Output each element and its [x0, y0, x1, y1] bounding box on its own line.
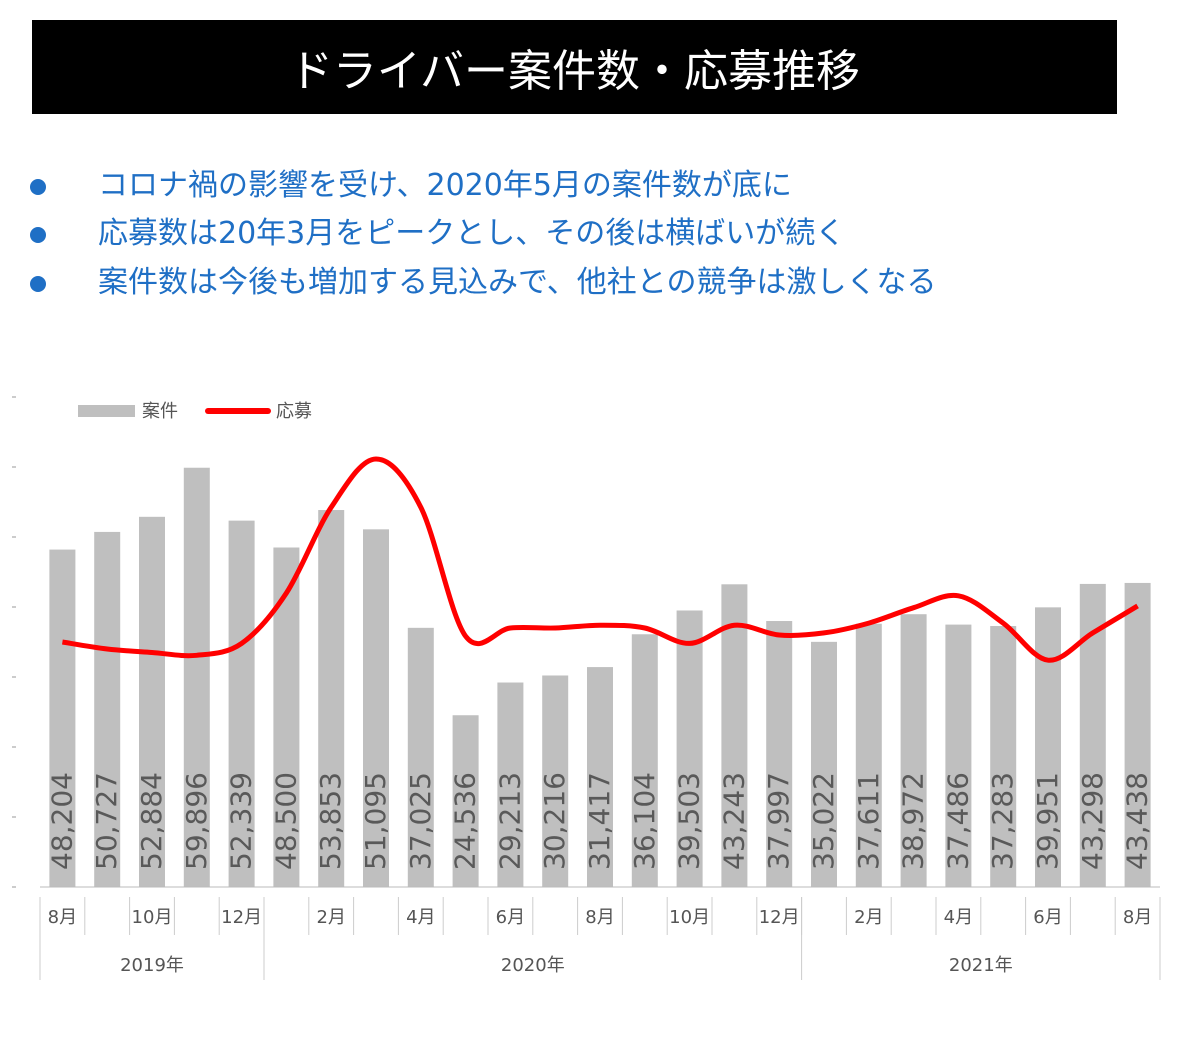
x-tick-label: 4月 — [406, 907, 435, 928]
x-tick-label: 10月 — [669, 907, 710, 928]
bar — [587, 667, 613, 887]
x-tick-label: 6月 — [496, 907, 525, 928]
value-label: 39,951 — [1031, 772, 1064, 870]
value-label: 31,417 — [583, 772, 616, 870]
bullet: 応募数は20年3月をピークとし、その後は横ばいが続く — [30, 208, 845, 252]
legend-swatch — [78, 405, 135, 417]
x-tick-label: 8月 — [48, 907, 77, 928]
value-label: 43,298 — [1076, 772, 1109, 870]
bar — [497, 682, 524, 887]
bar — [631, 634, 658, 887]
bullet: コロナ禍の影響を受け、2020年5月の案件数が底に — [30, 160, 792, 204]
bar — [945, 624, 972, 887]
x-tick-label: 8月 — [1123, 907, 1152, 928]
value-label: 29,213 — [493, 772, 526, 870]
legend-label: 応募 — [276, 401, 312, 422]
x-tick-label: 8月 — [585, 907, 614, 928]
bar — [990, 626, 1017, 887]
bar — [49, 549, 76, 887]
value-label: 43,438 — [1121, 772, 1154, 870]
value-label: 37,611 — [852, 772, 885, 870]
bar — [318, 510, 345, 887]
value-label: 24,536 — [449, 772, 482, 870]
value-label: 48,204 — [45, 772, 78, 870]
bar — [452, 715, 479, 887]
bar — [1124, 582, 1151, 887]
bar — [855, 623, 882, 887]
x-tick-label: 2月 — [854, 907, 883, 928]
bullet-text: コロナ禍の影響を受け、2020年5月の案件数が底に — [98, 168, 792, 203]
bar — [766, 621, 793, 887]
value-label: 39,503 — [673, 772, 706, 870]
title: ドライバー案件数・応募推移 — [32, 20, 1117, 114]
bar — [94, 531, 121, 887]
bar — [811, 641, 837, 887]
bar — [363, 529, 389, 887]
bullet-text: 応募数は20年3月をピークとし、その後は横ばいが続く — [98, 216, 846, 251]
bar — [542, 675, 569, 887]
value-label: 37,486 — [941, 772, 974, 870]
value-label: 50,727 — [90, 772, 123, 870]
value-label: 52,884 — [135, 772, 168, 870]
value-label: 36,104 — [628, 772, 661, 870]
value-label: 59,896 — [180, 772, 213, 870]
x-tick-label: 6月 — [1033, 907, 1062, 928]
value-label: 35,022 — [807, 772, 840, 870]
x-tick-label: 2月 — [316, 907, 345, 928]
value-label: 37,997 — [762, 772, 795, 870]
x-tick-label: 4月 — [944, 907, 973, 928]
bar — [183, 467, 210, 887]
bar — [139, 516, 165, 887]
value-label: 30,216 — [538, 772, 571, 870]
value-label: 53,853 — [314, 772, 347, 870]
x-group-label: 2021年 — [949, 955, 1013, 976]
bar — [676, 610, 703, 887]
bar — [900, 614, 927, 887]
x-group-label: 2020年 — [501, 955, 565, 976]
line — [62, 456, 1139, 663]
bar — [721, 584, 748, 887]
bar — [228, 520, 255, 887]
x-tick-label: 12月 — [759, 907, 800, 928]
value-label: 48,500 — [269, 772, 302, 870]
value-label: 52,339 — [225, 772, 258, 870]
legend-label: 案件 — [142, 401, 178, 422]
x-group-label: 2019年 — [120, 955, 184, 976]
x-tick-label: 12月 — [221, 907, 262, 928]
value-label: 43,243 — [717, 772, 750, 870]
x-tick-label: 10月 — [132, 907, 173, 928]
value-label: 37,283 — [986, 772, 1019, 870]
bar — [407, 627, 434, 887]
bullet-text: 案件数は今後も増加する見込みで、他社との競争は激しくなる — [98, 265, 937, 300]
value-label: 38,972 — [897, 772, 930, 870]
bullet: 案件数は今後も増加する見込みで、他社との競争は激しくなる — [30, 257, 937, 301]
value-label: 37,025 — [404, 772, 437, 870]
value-label: 51,095 — [359, 772, 392, 870]
